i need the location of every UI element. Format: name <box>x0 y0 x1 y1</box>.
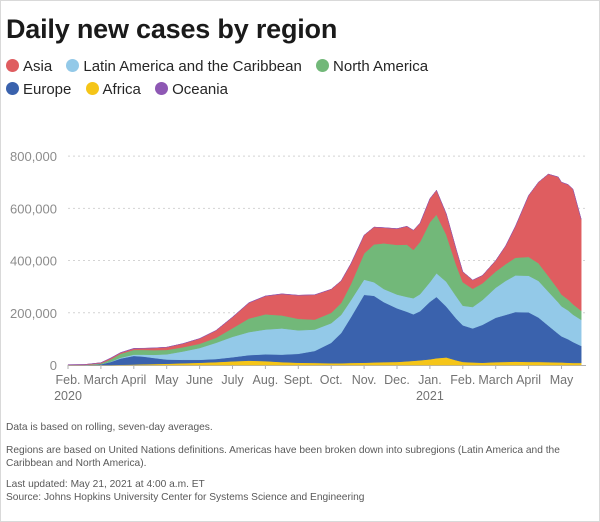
legend-item-asia: Asia <box>6 58 52 75</box>
series-areas <box>67 173 582 366</box>
x-tick-year-label: 2021 <box>416 389 444 403</box>
note-source: Source: Johns Hopkins University Center … <box>6 492 365 503</box>
y-tick-label: 600,000 <box>10 201 57 216</box>
legend-swatch-north-america <box>316 59 330 72</box>
y-tick-label: 800,000 <box>10 149 57 164</box>
x-tick-label: Aug. <box>253 373 279 387</box>
legend-label-africa: Africa <box>102 81 141 98</box>
legend-label-north-america: North America <box>333 58 429 75</box>
legend-row-2: Europe Africa Oceania <box>6 81 596 98</box>
x-tick-label: June <box>186 373 213 387</box>
legend-swatch-europe <box>6 82 19 95</box>
x-tick-label: Oct. <box>320 373 343 387</box>
y-tick-label: 400,000 <box>10 254 57 269</box>
legend-swatch-africa <box>85 82 99 95</box>
legend-label-oceania: Oceania <box>172 81 228 98</box>
legend-label-asia: Asia <box>23 58 53 75</box>
x-tick-label: April <box>121 373 146 387</box>
legend-swatch-latin-america <box>66 59 80 72</box>
legend-swatch-asia <box>6 59 19 72</box>
x-tick-label: May <box>550 373 574 387</box>
legend-row-1: Asia Latin America and the Caribbean Nor… <box>6 58 596 75</box>
x-tick-label: March <box>478 373 513 387</box>
legend-item-latin-america: Latin America and the Caribbean <box>66 58 302 75</box>
x-tick-label: Nov. <box>352 373 377 387</box>
legend-item-oceania: Oceania <box>155 81 228 98</box>
legend-item-africa: Africa <box>85 81 141 98</box>
x-tick-label: Feb. <box>450 373 475 387</box>
y-axis: 0 200,000 400,000 600,000 800,000 <box>10 149 57 373</box>
x-tick-label: May <box>155 373 179 387</box>
x-tick-label: April <box>516 373 541 387</box>
legend-item-europe: Europe <box>6 81 71 98</box>
x-tick-year-label: 2020 <box>54 389 82 403</box>
note-rolling-average: Data is based on rolling, seven-day aver… <box>6 422 213 433</box>
x-tick-label: Sept. <box>284 373 313 387</box>
x-tick-label: Dec. <box>384 373 410 387</box>
x-tick-label: March <box>84 373 119 387</box>
legend-label-europe: Europe <box>23 81 72 98</box>
x-tick-label: Feb. <box>55 373 80 387</box>
y-tick-label: 0 <box>50 358 57 373</box>
x-tick-label: Jan. <box>418 373 442 387</box>
note-regions: Regions are based on United Nations defi… <box>6 445 560 469</box>
legend-swatch-oceania <box>155 82 169 95</box>
note-last-updated: Last updated: May 21, 2021 at 4:00 a.m. … <box>6 479 205 490</box>
chart-title: Daily new cases by region <box>6 14 338 44</box>
legend-label-latin-america: Latin America and the Caribbean <box>83 58 302 75</box>
legend-item-north-america: North America <box>316 58 428 75</box>
x-tick-label: July <box>221 373 244 387</box>
area-oceania <box>67 173 582 365</box>
y-tick-label: 200,000 <box>10 306 57 321</box>
